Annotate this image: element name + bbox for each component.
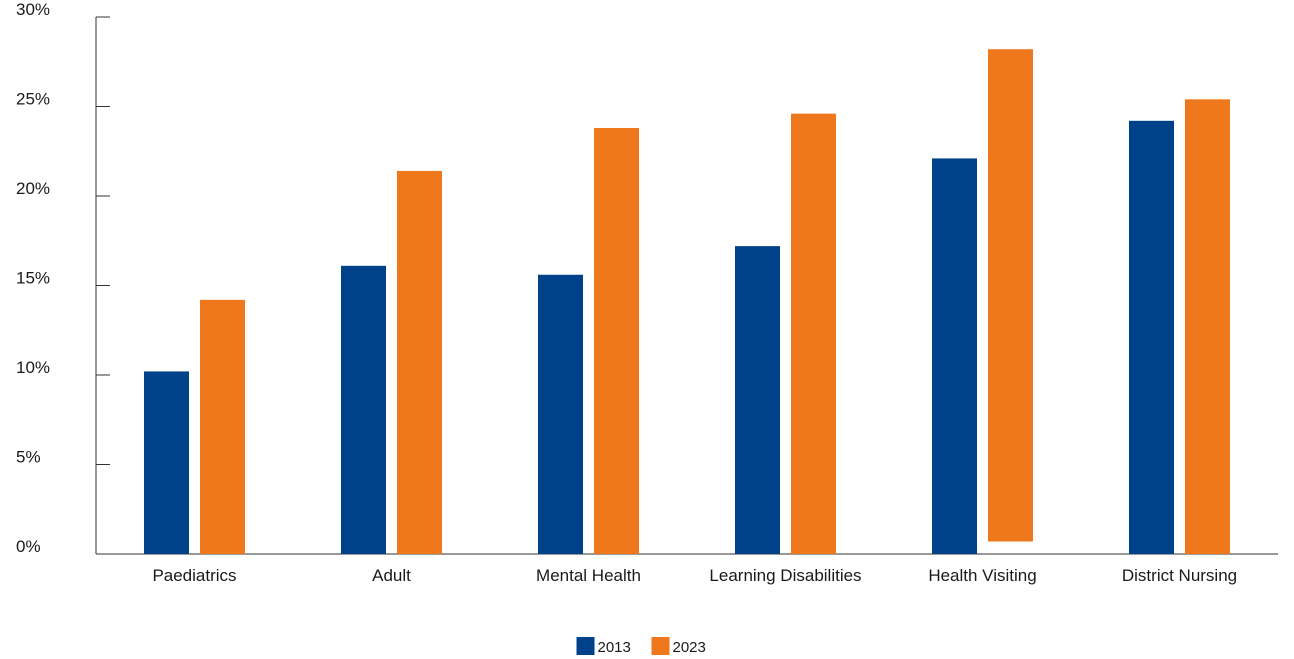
legend-label-2013: 2013: [598, 639, 631, 656]
category-labels: Paediatrics Adult Mental Health Learning Di…: [152, 566, 1237, 585]
bar-2013-learning-disabilities: [735, 246, 780, 554]
legend-label-2023: 2023: [673, 639, 706, 656]
x-category-label: Learning Disabilities: [709, 566, 861, 585]
bar-2013-health-visiting: [932, 158, 977, 554]
bars: [144, 49, 1230, 554]
legend: 2013 2023: [576, 637, 706, 656]
y-tick-label: 20%: [16, 179, 50, 198]
y-tick-label: 25%: [16, 90, 50, 109]
x-category-label: District Nursing: [1122, 566, 1237, 585]
x-category-label: Mental Health: [536, 566, 641, 585]
bar-2023-health-visiting: [988, 49, 1033, 542]
x-category-label: Paediatrics: [152, 566, 236, 585]
bar-2013-paediatrics: [144, 371, 189, 554]
bar-2023-paediatrics: [200, 299, 245, 554]
bar-2013-district-nursing: [1129, 120, 1174, 554]
bar-2023-adult: [397, 170, 442, 554]
y-tick-label: 10%: [16, 358, 50, 377]
legend-swatch-2013: [576, 637, 595, 655]
bar-2023-district-nursing: [1185, 99, 1230, 554]
bar-2023-mental-health: [594, 127, 639, 554]
bar-2013-mental-health: [538, 274, 583, 554]
x-category-label: Health Visiting: [928, 566, 1036, 585]
bar-2013-adult: [341, 265, 386, 554]
y-tick-label: 5%: [16, 448, 41, 467]
bar-2023-learning-disabilities: [791, 113, 836, 554]
y-axis: 0% 5% 10% 15% 20% 25% 30%: [16, 0, 110, 556]
x-category-label: Adult: [372, 566, 411, 585]
y-tick-label: 0%: [16, 537, 41, 556]
y-tick-label: 15%: [16, 269, 50, 288]
y-tick-label: 30%: [16, 0, 50, 19]
legend-swatch-2023: [651, 637, 670, 655]
